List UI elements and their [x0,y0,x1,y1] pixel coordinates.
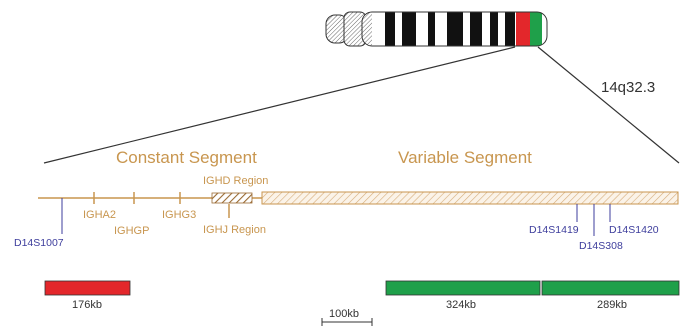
green-probe-left-label: 324kb [446,299,476,311]
marker-label-d14s1420: D14S1420 [609,224,659,236]
gene-label-ighd-region: IGHD Region [203,175,268,187]
marker-label-d14s1419: D14S1419 [529,224,579,236]
green-probe-right-bar [541,280,680,296]
gene-label-igha2: IGHA2 [83,209,116,221]
variable-segment-title: Variable Segment [398,148,532,167]
marker-label-d14s1007: D14S1007 [14,237,64,249]
zoom-line-left [43,46,516,164]
scale-bar: 100kb [321,308,373,326]
green-probe-left-bar [385,280,541,296]
gene-label-ighj-region: IGHJ Region [203,224,266,236]
band-label: 14q32.3 [601,79,655,96]
chromosome-red-band [516,12,530,46]
gene-label-ighg3: IGHG3 [162,209,196,221]
scale-bar-label: 100kb [329,308,359,320]
zoom-line-right [537,46,680,164]
green-probe-right-label: 289kb [597,299,627,311]
chromosome-q-arm [362,12,547,46]
variable-region-bar [261,191,679,205]
chromosome-green-band [530,12,542,46]
chromosome-ideogram [325,11,548,47]
marker-label-d14s308: D14S308 [579,240,623,252]
chromosome-p-arm [325,11,367,47]
constant-segment-title: Constant Segment [116,148,257,167]
ighd-region-block [211,192,253,204]
red-probe-bar [44,280,131,296]
red-probe-label: 176kb [72,299,102,311]
gene-label-ighgp: IGHGP [114,225,149,237]
